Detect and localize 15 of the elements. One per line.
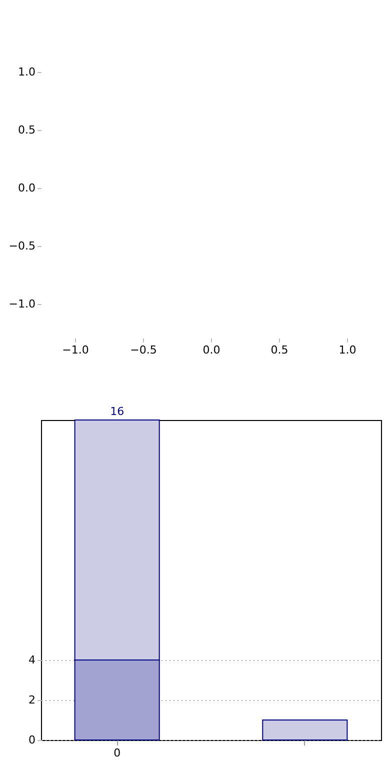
y-tick-label: 4 [28, 654, 36, 666]
y-tick-label: −0.5 [8, 240, 36, 252]
x-tick-label: 0.0 [202, 344, 220, 356]
y-tick-label: 0.5 [18, 124, 36, 136]
total-label: 16 [110, 405, 124, 418]
y-tick-label: 0.0 [18, 182, 36, 194]
x-tick-label: 1.0 [338, 344, 356, 356]
y-tick-label: 2 [28, 694, 36, 706]
x-tick-label: −0.5 [130, 344, 157, 356]
y-tick-label: 1.0 [18, 66, 36, 78]
x-tick-label: −1.0 [62, 344, 89, 356]
y-tick-label: −1.0 [8, 298, 36, 310]
x-tick-label: 0.5 [270, 344, 288, 356]
bar [262, 720, 348, 740]
y-tick-label: 0 [28, 734, 36, 746]
